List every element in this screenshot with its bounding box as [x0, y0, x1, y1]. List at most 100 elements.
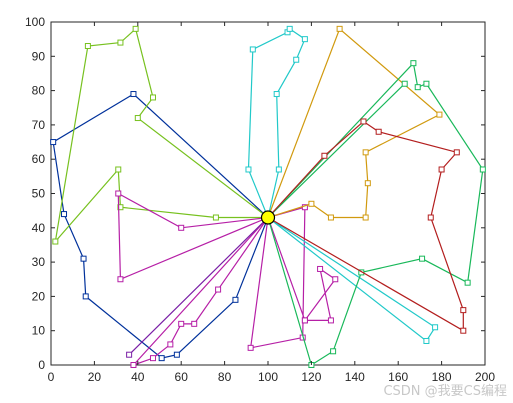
customer-marker [293, 56, 300, 63]
route-series-11 [267, 60, 486, 368]
x-tick-label: 160 [388, 370, 408, 384]
customer-marker [245, 166, 252, 173]
customer-marker [173, 351, 180, 358]
customer-marker [317, 265, 324, 272]
customer-marker [460, 307, 467, 314]
tick-labels: 0 20 40 60 80 100 120 140 160 180 200 0 10 20 30 40 50 60… [25, 15, 495, 384]
y-tick-label: 100 [25, 15, 45, 29]
route-series-6 [267, 217, 339, 324]
customer-marker [364, 180, 371, 187]
customer-marker [327, 317, 334, 324]
customer-marker [158, 355, 165, 362]
customer-marker [212, 214, 219, 221]
x-tick-label: 200 [475, 370, 495, 384]
route-series-1 [50, 91, 269, 362]
customer-marker [327, 214, 334, 221]
customer-marker [117, 204, 124, 211]
customer-marker [84, 43, 91, 50]
customer-marker [115, 190, 122, 197]
customer-marker [149, 355, 156, 362]
customer-marker [330, 348, 337, 355]
route-line [267, 120, 464, 332]
customer-marker [167, 341, 174, 348]
customer-marker [321, 152, 328, 159]
customer-marker [249, 46, 256, 53]
customer-marker [178, 224, 185, 231]
customer-marker [149, 94, 156, 101]
customer-marker [82, 293, 89, 300]
customer-marker [301, 317, 308, 324]
x-tick-label: 80 [218, 370, 232, 384]
route-series-13 [267, 118, 467, 334]
route-series-10 [267, 25, 443, 221]
customer-marker [130, 91, 137, 98]
customer-marker [50, 139, 57, 146]
customer-marker [232, 296, 239, 303]
customer-marker [414, 84, 421, 91]
customer-marker [215, 286, 222, 293]
customer-marker [362, 149, 369, 156]
customer-marker [61, 211, 68, 218]
customer-marker [178, 320, 185, 327]
customer-marker [130, 362, 137, 368]
route-series-3 [115, 190, 269, 283]
customer-marker [308, 200, 315, 207]
customer-marker [464, 279, 471, 286]
customer-marker [479, 166, 486, 173]
customer-marker [273, 91, 280, 98]
x-tick-label: 120 [301, 370, 321, 384]
customer-marker [427, 214, 434, 221]
y-tick-label: 50 [32, 187, 46, 201]
route-series-8 [245, 25, 308, 218]
customer-marker [332, 276, 339, 283]
y-tick-label: 90 [32, 49, 46, 63]
customer-marker [419, 255, 426, 262]
customer-marker [247, 344, 254, 351]
plot-area [50, 21, 486, 366]
y-tick-label: 0 [38, 358, 45, 372]
customer-marker [191, 320, 198, 327]
customer-marker [438, 166, 445, 173]
customer-marker [375, 128, 382, 135]
y-tick-label: 10 [32, 324, 46, 338]
route-line [247, 28, 306, 218]
route-series-9 [267, 217, 439, 344]
customer-marker [286, 25, 293, 32]
customer-marker [132, 25, 139, 32]
route-line [267, 217, 436, 342]
customer-marker [80, 255, 87, 262]
customer-marker [126, 351, 133, 358]
customer-marker [117, 39, 124, 46]
customer-marker [52, 238, 59, 245]
customer-marker [301, 36, 308, 43]
y-tick-label: 30 [32, 255, 46, 269]
axes-frame [50, 21, 486, 366]
customer-marker [410, 60, 417, 67]
customer-marker [423, 80, 430, 87]
customer-marker [134, 115, 141, 122]
y-tick-label: 70 [32, 118, 46, 132]
customer-marker [423, 337, 430, 344]
route-series-12 [267, 80, 408, 218]
customer-marker [362, 214, 369, 221]
y-tick-label: 40 [32, 221, 46, 235]
customer-marker [275, 166, 282, 173]
customer-marker [401, 80, 408, 87]
customer-marker [360, 118, 367, 125]
route-line [52, 93, 269, 359]
depot-marker [260, 210, 276, 225]
customer-marker [436, 111, 443, 118]
x-tick-label: 180 [432, 370, 452, 384]
x-tick-label: 20 [88, 370, 102, 384]
x-tick-label: 40 [131, 370, 145, 384]
customer-marker [460, 327, 467, 334]
y-tick-label: 20 [32, 289, 46, 303]
customer-marker [432, 324, 439, 331]
x-tick-label: 100 [258, 370, 278, 384]
x-tick-label: 0 [48, 370, 55, 384]
route-line [133, 217, 269, 366]
customer-marker [115, 166, 122, 173]
route-series-2 [52, 25, 269, 245]
customer-marker [336, 25, 343, 32]
